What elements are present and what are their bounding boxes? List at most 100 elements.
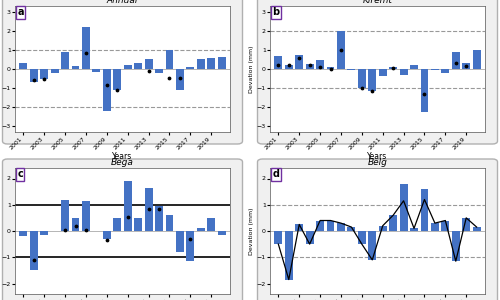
Bar bbox=[358, 69, 366, 88]
Bar bbox=[389, 215, 397, 231]
Point bbox=[30, 257, 38, 262]
Bar bbox=[197, 58, 204, 69]
Bar bbox=[316, 220, 324, 231]
Bar bbox=[197, 228, 204, 231]
Bar bbox=[30, 231, 38, 270]
Bar bbox=[452, 231, 460, 261]
Bar bbox=[442, 220, 450, 231]
Bar bbox=[379, 226, 386, 231]
X-axis label: Years: Years bbox=[112, 152, 132, 161]
Bar bbox=[348, 69, 356, 70]
Bar bbox=[400, 69, 407, 75]
Bar bbox=[442, 69, 450, 73]
Bar bbox=[410, 65, 418, 69]
Point bbox=[176, 75, 184, 80]
Point bbox=[103, 238, 111, 243]
Bar bbox=[61, 52, 69, 69]
Bar bbox=[208, 218, 215, 231]
Bar bbox=[40, 231, 48, 235]
Point bbox=[166, 75, 173, 80]
Bar bbox=[103, 231, 111, 239]
Point bbox=[144, 206, 152, 211]
Bar bbox=[431, 69, 439, 70]
Bar bbox=[114, 69, 121, 90]
Bar bbox=[155, 206, 163, 231]
Bar bbox=[218, 231, 226, 235]
Bar bbox=[472, 227, 480, 231]
Bar bbox=[389, 67, 397, 69]
Bar bbox=[208, 58, 215, 69]
Point bbox=[186, 236, 194, 241]
Bar bbox=[358, 231, 366, 244]
Point bbox=[368, 88, 376, 93]
Bar bbox=[82, 27, 90, 69]
Point bbox=[462, 64, 470, 68]
Bar bbox=[103, 69, 111, 111]
Bar bbox=[306, 64, 314, 69]
Bar bbox=[134, 63, 142, 69]
Point bbox=[316, 65, 324, 70]
Title: Bega: Bega bbox=[111, 158, 134, 167]
Point bbox=[114, 88, 122, 92]
Bar bbox=[114, 218, 121, 231]
Bar bbox=[472, 50, 480, 69]
Bar bbox=[50, 69, 58, 73]
Point bbox=[82, 227, 90, 232]
Bar bbox=[186, 67, 194, 69]
Bar bbox=[316, 60, 324, 69]
Bar bbox=[431, 223, 439, 231]
Point bbox=[155, 206, 163, 211]
Y-axis label: Devation (mm): Devation (mm) bbox=[249, 207, 254, 255]
Text: c: c bbox=[17, 169, 23, 179]
X-axis label: Years: Years bbox=[368, 152, 388, 161]
Bar bbox=[176, 69, 184, 90]
Bar bbox=[462, 218, 470, 231]
Bar bbox=[462, 63, 470, 69]
Point bbox=[274, 63, 282, 68]
Bar bbox=[134, 218, 142, 231]
Bar bbox=[186, 231, 194, 261]
Bar bbox=[155, 69, 163, 73]
Point bbox=[452, 61, 460, 66]
Bar bbox=[72, 218, 80, 231]
Point bbox=[40, 76, 48, 81]
Bar bbox=[368, 231, 376, 260]
Text: d: d bbox=[272, 169, 279, 179]
Bar bbox=[326, 67, 334, 69]
Point bbox=[306, 63, 314, 68]
Bar bbox=[420, 69, 428, 112]
Bar bbox=[82, 201, 90, 231]
Point bbox=[30, 78, 38, 83]
Bar bbox=[166, 215, 173, 231]
Bar bbox=[61, 200, 69, 231]
Bar bbox=[30, 69, 38, 82]
Bar bbox=[452, 52, 460, 69]
Point bbox=[103, 83, 111, 88]
Text: a: a bbox=[17, 7, 24, 17]
Bar bbox=[40, 69, 48, 79]
Title: Belg: Belg bbox=[368, 158, 388, 167]
Bar bbox=[166, 50, 173, 69]
Text: b: b bbox=[272, 7, 280, 17]
Point bbox=[82, 50, 90, 55]
Bar bbox=[368, 69, 376, 91]
Bar bbox=[379, 69, 386, 76]
Bar bbox=[274, 56, 282, 69]
Point bbox=[326, 67, 334, 71]
Bar bbox=[296, 224, 303, 231]
Point bbox=[144, 68, 152, 73]
Bar bbox=[20, 231, 28, 236]
Bar bbox=[296, 55, 303, 69]
Point bbox=[285, 63, 293, 68]
Point bbox=[358, 86, 366, 91]
Bar bbox=[337, 31, 345, 69]
Point bbox=[337, 47, 345, 52]
Point bbox=[72, 223, 80, 228]
Bar bbox=[124, 65, 132, 69]
Point bbox=[420, 92, 428, 96]
Bar bbox=[274, 231, 282, 244]
Title: Kiremt: Kiremt bbox=[362, 0, 392, 5]
Title: Annual: Annual bbox=[107, 0, 138, 5]
Bar bbox=[92, 69, 100, 72]
Y-axis label: Devation (mm): Devation (mm) bbox=[249, 45, 254, 93]
